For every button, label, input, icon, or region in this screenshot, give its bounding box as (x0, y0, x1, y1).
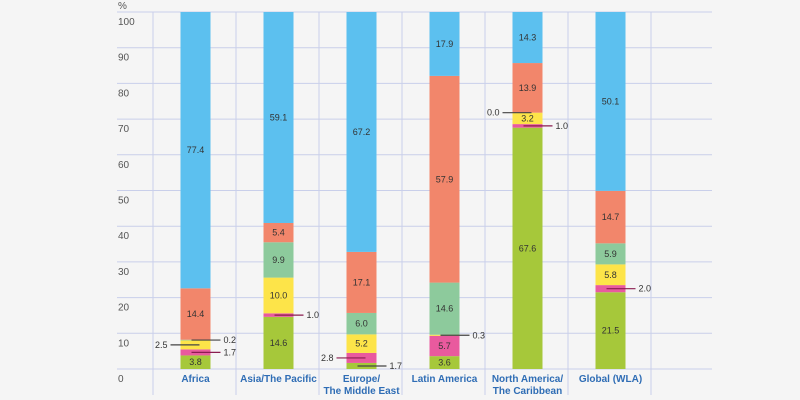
category-label: Africa (181, 374, 210, 385)
category-label: Europe/ (343, 374, 380, 385)
bar-segment (263, 222, 294, 243)
value-label: 21.5 (602, 326, 620, 336)
value-label: 3.8 (189, 357, 202, 367)
value-label: 67.2 (353, 127, 371, 137)
y-tick-label: 40 (118, 231, 130, 242)
value-label: 13.9 (519, 83, 537, 93)
category-label: North America/ (492, 374, 564, 385)
value-label: 14.3 (519, 33, 537, 43)
value-label: 1.7 (224, 347, 237, 357)
bar-segment (180, 12, 211, 289)
category-label: Global (WLA) (579, 374, 642, 385)
bar-segment (346, 334, 377, 353)
category-label: Asia/The Pacific (240, 374, 317, 385)
value-label: 3.6 (438, 358, 451, 368)
value-label: 59.1 (270, 112, 288, 122)
bar-segment (429, 12, 460, 76)
value-label: 2.5 (155, 340, 168, 350)
value-label: 17.1 (353, 277, 371, 287)
bars (180, 12, 626, 369)
bar-segment (512, 127, 543, 369)
value-label: 5.7 (438, 341, 451, 351)
value-label: 17.9 (436, 39, 454, 49)
bar-segment (595, 243, 626, 265)
value-label: 2.0 (639, 284, 652, 294)
category-label: Latin America (412, 374, 478, 385)
bar-segment (429, 335, 460, 357)
value-label: 0.2 (224, 335, 237, 345)
value-label: 14.4 (187, 309, 205, 319)
bar-segment (180, 288, 211, 340)
value-label: 2.8 (321, 353, 334, 363)
y-tick-label: 10 (118, 338, 130, 349)
bar-segment (595, 12, 626, 191)
bar-segment (346, 251, 377, 313)
bar-segment (595, 190, 626, 244)
value-label: 67.6 (519, 243, 537, 253)
y-tick-label: 60 (118, 160, 130, 171)
bar-segment (512, 63, 543, 113)
value-label: 10.0 (270, 290, 288, 300)
value-label: 1.0 (556, 121, 569, 131)
value-labels: 3.8 1.7 2.5 0.2 14.4 77.4 14.6 1.0 10.0 9.9 5.4 59.… (155, 33, 651, 371)
bar-segment (346, 312, 377, 335)
value-label: 1.7 (390, 361, 403, 371)
value-label: 5.9 (604, 249, 617, 259)
bar-segment (429, 282, 460, 335)
y-tick-label: 80 (118, 88, 130, 99)
bar-segment (429, 356, 460, 369)
y-tick-label: 70 (118, 124, 130, 135)
category-labels: Africa Asia/The Pacific Europe/The Middle … (181, 374, 642, 397)
y-tick-label: 50 (118, 196, 130, 207)
value-label: 14.6 (436, 304, 454, 314)
value-label: 5.4 (272, 228, 285, 238)
bar-segment (512, 112, 543, 125)
bar-segment (263, 12, 294, 223)
value-label: 1.0 (307, 310, 320, 320)
category-label: The Caribbean (493, 386, 562, 397)
value-label: 14.6 (270, 338, 288, 348)
bar-segment (263, 316, 294, 369)
value-label: 5.8 (604, 270, 617, 280)
bar-segment (595, 292, 626, 369)
bar-segment (512, 12, 543, 64)
value-label: 9.9 (272, 255, 285, 265)
bar-segment (595, 264, 626, 286)
value-label: 5.2 (355, 339, 368, 349)
value-label: 57.9 (436, 174, 454, 184)
bar-segment (346, 12, 377, 252)
value-label: 77.4 (187, 145, 205, 155)
bar-segment (263, 242, 294, 278)
value-label: 0.3 (473, 330, 486, 340)
value-label: 50.1 (602, 96, 620, 106)
bar-segment (180, 355, 211, 369)
value-label: 14.7 (602, 212, 620, 222)
bar-segment (429, 75, 460, 283)
y-tick-label: 30 (118, 267, 130, 278)
value-label: 6.0 (355, 319, 368, 329)
y-axis-label: % (118, 1, 127, 12)
y-tick-label: 100 (118, 17, 135, 28)
category-label: The Middle East (323, 386, 400, 397)
value-label: 3.2 (521, 113, 534, 123)
y-tick-label: 0 (118, 374, 124, 385)
value-label: 0.0 (487, 108, 500, 118)
y-tick-label: 90 (118, 53, 130, 64)
bar-segment (263, 277, 294, 314)
y-tick-label: 20 (118, 303, 130, 314)
